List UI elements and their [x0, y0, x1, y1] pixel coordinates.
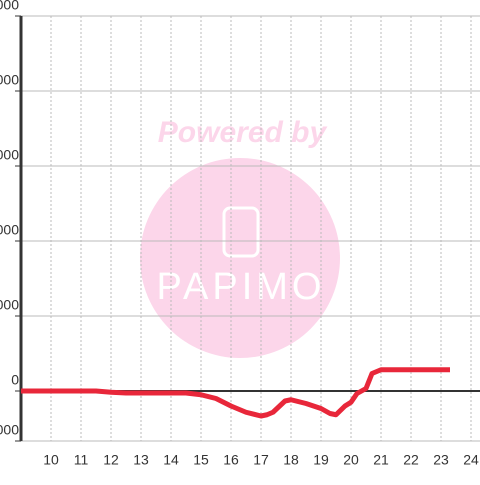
- y-tick-label: 0: [11, 372, 19, 388]
- x-tick-label: 11: [74, 452, 89, 468]
- y-tick-label: 60,000: [0, 222, 19, 238]
- y-tick-label: 90,000: [0, 147, 19, 163]
- x-tick-label: 19: [313, 452, 329, 468]
- x-tick-label: 21: [373, 452, 389, 468]
- x-tick-label: 10: [43, 452, 59, 468]
- y-tick-label: 30,000: [0, 297, 19, 313]
- x-tick-label: 22: [403, 452, 419, 468]
- y-tick-label: -20,000: [0, 422, 19, 438]
- x-tick-label: 20: [343, 452, 359, 468]
- x-tick-label: 16: [223, 452, 239, 468]
- watermark: Powered by PAPIMO: [140, 116, 340, 358]
- watermark-circle: [140, 158, 340, 358]
- x-tick-label: 15: [193, 452, 209, 468]
- x-tick-label: 24: [463, 452, 479, 468]
- x-tick-label: 23: [433, 452, 449, 468]
- x-tick-label: 18: [283, 452, 299, 468]
- y-tick-label: 120,000: [0, 72, 19, 88]
- watermark-text: PAPIMO: [157, 266, 326, 308]
- watermark-icon: [222, 206, 260, 258]
- x-tick-label: 12: [103, 452, 119, 468]
- x-tick-label: 13: [133, 452, 149, 468]
- watermark-text: Powered by: [158, 116, 328, 149]
- x-tick-label: 17: [253, 452, 269, 468]
- y-tick-label: 150,000: [0, 0, 19, 13]
- line: [21, 367, 450, 419]
- x-tick-label: 14: [163, 452, 179, 468]
